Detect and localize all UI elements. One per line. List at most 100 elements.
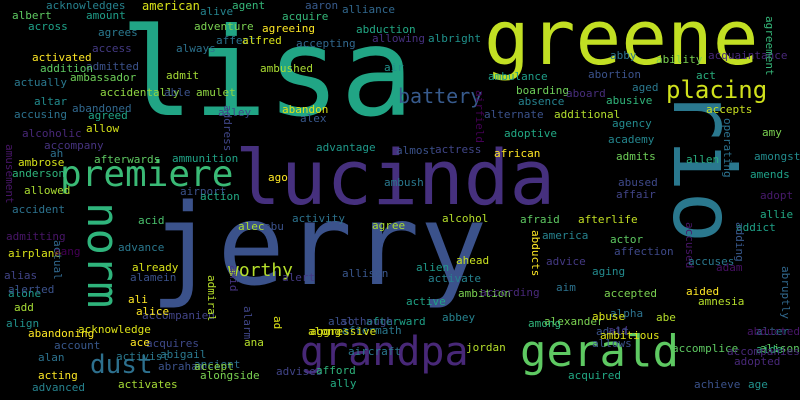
word-alongside: alongside: [200, 369, 260, 382]
word-ambition: ambition: [458, 287, 511, 300]
word-always: always: [176, 42, 216, 55]
word-acknowledges: acknowledges: [46, 0, 126, 12]
word-airport: airport: [180, 185, 227, 198]
word-ambush: ambush: [384, 176, 424, 189]
word-accepting: accepting: [296, 37, 356, 50]
word-afraid: afraid: [520, 213, 560, 226]
word-ancient: ancient: [194, 358, 241, 371]
word-acknowledge: acknowledge: [78, 323, 151, 336]
word-airplane: airplane: [8, 247, 61, 260]
word-albert: albert: [12, 9, 52, 22]
word-adventure: adventure: [194, 20, 254, 33]
word-accepts: accepts: [706, 103, 753, 116]
word-allow: allow: [86, 122, 120, 135]
word-access: access: [92, 42, 132, 55]
word-additional: additional: [554, 108, 621, 121]
word-academy: academy: [608, 133, 655, 146]
word-aircraft: aircraft: [348, 345, 401, 358]
word-allen: allen: [686, 153, 720, 166]
word-aim: aim: [556, 281, 576, 294]
word-battery: battery: [398, 84, 483, 108]
word-add: add: [14, 301, 34, 314]
word-altar: altar: [34, 95, 68, 108]
word-adopted: adopted: [734, 355, 781, 368]
word-allows: allows: [592, 337, 632, 350]
word-amnesia: amnesia: [698, 295, 745, 308]
word-placing: placing: [666, 76, 768, 104]
word-adam: adam: [716, 261, 743, 274]
word-alec: alec: [238, 220, 265, 233]
word-action: action: [200, 190, 240, 203]
word-agreement: agreement: [763, 16, 776, 76]
word-admitting: admitting: [6, 230, 66, 243]
word-abe: abe: [656, 311, 676, 324]
word-acquaintance: acquaintance: [708, 49, 788, 62]
word-also: also: [328, 315, 355, 328]
word-abortion: abortion: [588, 68, 641, 81]
word-ambrose: ambrose: [18, 156, 65, 169]
word-adoptive: adoptive: [504, 127, 557, 140]
word-aaron: aaron: [305, 0, 339, 12]
word-abby: abby: [610, 49, 637, 62]
word-abducted: abducted: [747, 325, 800, 338]
word-abused: abused: [618, 176, 658, 189]
word-accuses: accuses: [688, 255, 735, 268]
word-admiral: admiral: [205, 275, 218, 322]
word-abruptly: abruptly: [779, 266, 792, 319]
word-ahead: ahead: [456, 254, 490, 267]
word-agent: agent: [232, 0, 266, 12]
word-afterlife: afterlife: [578, 213, 638, 226]
word-boarding: boarding: [516, 84, 569, 97]
word-among: among: [528, 317, 562, 330]
word-aang: aang: [54, 245, 81, 258]
word-accident: accident: [12, 203, 65, 216]
word-agree: agree: [372, 219, 406, 232]
word-advice: advice: [546, 255, 586, 268]
word-abigail: abigail: [160, 348, 207, 361]
word-aided: aided: [686, 285, 720, 298]
word-acquire: acquire: [282, 10, 329, 23]
word-alter: alter: [756, 325, 790, 338]
word-alison: alison: [760, 342, 800, 355]
word-american: american: [142, 0, 200, 13]
word-admit: admit: [166, 69, 200, 82]
word-activates: activates: [118, 378, 178, 391]
word-ali: ali: [128, 293, 148, 306]
word-alfred: alfred: [242, 34, 282, 47]
word-activity: activity: [292, 212, 345, 225]
word-abuse: abuse: [592, 310, 626, 323]
word-allie: allie: [760, 208, 794, 221]
word-abusive: abusive: [606, 94, 653, 107]
word-abducts: abducts: [529, 230, 542, 277]
word-greene: greene: [484, 0, 759, 82]
word-amount: amount: [86, 9, 126, 22]
word-accept: accept: [194, 360, 234, 373]
word-advantage: advantage: [316, 141, 376, 154]
word-alexander: alexander: [544, 315, 604, 328]
word-admits: admits: [616, 150, 656, 163]
word-ago: ago: [268, 171, 288, 184]
word-along: along: [308, 325, 342, 338]
word-aboard: aboard: [566, 87, 606, 100]
word-aggressive: aggressive: [310, 325, 377, 338]
word-grandpa: grandpa: [300, 329, 469, 375]
word-ambushed: ambushed: [260, 62, 313, 75]
word-alex: alex: [300, 112, 327, 125]
word-able: able: [164, 86, 191, 99]
word-adult: adult: [596, 325, 630, 338]
word-ad: ad: [271, 316, 284, 330]
word-absence: absence: [518, 95, 565, 108]
word-ana: ana: [244, 336, 264, 349]
word-alley: alley: [218, 106, 252, 119]
word-allison: allison: [342, 267, 389, 280]
word-alan: alan: [38, 351, 65, 364]
word-abandoned: abandoned: [72, 102, 132, 115]
word-alpha: alpha: [610, 307, 644, 320]
word-air: air: [384, 61, 404, 74]
word-act: act: [696, 69, 716, 82]
word-acid: acid: [138, 214, 165, 227]
word-accepted: accepted: [604, 287, 657, 300]
word-ammunition: ammunition: [172, 152, 239, 165]
word-alias: alias: [4, 269, 38, 282]
